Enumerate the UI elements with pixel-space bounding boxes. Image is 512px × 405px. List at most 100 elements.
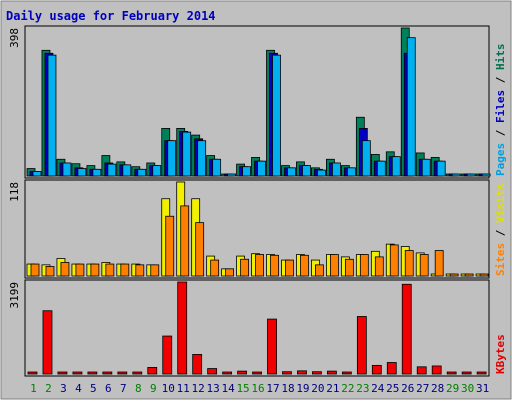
bar-sites-day-20 [315, 264, 324, 277]
bar-sites-day-5 [90, 263, 100, 277]
bar-pages-day-23 [361, 140, 371, 177]
bar-sites-day-31 [479, 273, 489, 277]
y-max-label-hits-files-pages: 398 [8, 28, 21, 48]
x-tick-label-9: 9 [150, 382, 157, 395]
x-tick-label-20: 20 [311, 382, 324, 395]
bar-sites-day-29 [449, 273, 459, 277]
bar-kbytes-day-18 [282, 371, 292, 375]
bar-pages-day-22 [346, 167, 356, 177]
bar-pages-day-28 [436, 160, 446, 177]
x-tick-label-4: 4 [75, 382, 82, 395]
x-tick-label-12: 12 [192, 382, 205, 395]
bar-kbytes-day-20 [312, 371, 322, 375]
bar-sites-day-28 [434, 250, 444, 277]
x-tick-label-15: 15 [236, 382, 249, 395]
bar-pages-day-16 [257, 160, 266, 177]
legend-part-kbytes-0: KBytes [494, 334, 507, 374]
x-tick-label-13: 13 [207, 382, 220, 395]
bar-sites-day-16 [255, 254, 264, 277]
bar-kbytes-day-15 [237, 370, 247, 375]
bar-kbytes-day-23 [356, 316, 367, 375]
x-tick-label-18: 18 [281, 382, 294, 395]
bar-sites-day-27 [419, 254, 429, 277]
bar-kbytes-day-3 [57, 371, 68, 375]
bar-sites-day-11 [180, 205, 190, 277]
bar-kbytes-day-31 [476, 371, 487, 375]
legend-part-hits-files-pages-1: / [494, 123, 507, 143]
bar-kbytes-day-6 [102, 371, 113, 375]
legend-part-visits-sites-2: Visits [494, 183, 507, 223]
bar-sites-day-2 [45, 266, 55, 277]
bar-pages-day-9 [152, 165, 162, 177]
legend-label-hits-files-pages: Pages / Files / Hits [494, 44, 507, 177]
bar-pages-day-13 [212, 158, 222, 177]
bar-sites-day-24 [374, 256, 384, 277]
bar-sites-day-4 [75, 263, 85, 277]
bar-pages-day-15 [242, 166, 251, 177]
x-tick-label-17: 17 [266, 382, 279, 395]
x-tick-label-21: 21 [326, 382, 339, 395]
bar-pages-day-7 [122, 164, 132, 177]
x-tick-label-25: 25 [386, 382, 399, 395]
bar-pages-day-19 [302, 165, 311, 177]
bar-pages-day-1 [32, 171, 42, 177]
legend-part-hits-files-pages-0: Pages [494, 143, 507, 176]
x-tick-label-10: 10 [162, 382, 175, 395]
bar-kbytes-day-28 [431, 365, 442, 375]
bar-pages-day-30 [466, 173, 476, 177]
bar-sites-day-17 [270, 254, 279, 277]
bar-kbytes-day-26 [401, 283, 412, 375]
bar-sites-day-14 [225, 268, 235, 277]
legend-part-hits-files-pages-4: Hits [494, 44, 507, 71]
x-tick-label-22: 22 [341, 382, 354, 395]
x-tick-label-29: 29 [446, 382, 459, 395]
x-axis-tick-labels: 1 2 3 4 5 6 7 8 9 10 11 12 13 14 15 16 17 18 19 20 21 22 23 24 2… [30, 382, 489, 395]
y-max-label-visits-sites: 118 [8, 182, 21, 202]
bar-pages-day-17 [272, 54, 281, 177]
y-max-label-kbytes: 3199 [8, 282, 21, 309]
bar-kbytes-day-11 [177, 281, 188, 375]
bar-kbytes-day-13 [207, 368, 218, 375]
bar-sites-day-23 [359, 254, 369, 277]
bar-pages-day-11 [182, 131, 192, 177]
bar-kbytes-day-9 [147, 366, 158, 375]
bar-sites-day-12 [195, 222, 205, 277]
bar-pages-day-25 [391, 156, 401, 177]
bar-pages-day-31 [481, 173, 491, 177]
bar-sites-day-25 [389, 244, 399, 277]
bar-pages-day-26 [406, 37, 416, 177]
legend-part-hits-files-pages-3: / [494, 70, 507, 90]
panel-kbytes: 3199 KBytes [8, 279, 507, 377]
x-tick-label-7: 7 [120, 382, 127, 395]
bar-sites-day-18 [285, 259, 294, 277]
x-tick-label-23: 23 [356, 382, 369, 395]
bar-sites-day-30 [464, 273, 474, 277]
bar-kbytes-day-30 [461, 371, 472, 375]
x-tick-label-28: 28 [431, 382, 444, 395]
bar-pages-day-8 [137, 168, 147, 177]
bar-pages-day-24 [376, 160, 386, 177]
x-tick-label-6: 6 [105, 382, 112, 395]
bar-sites-day-8 [135, 264, 145, 277]
x-tick-label-26: 26 [401, 382, 414, 395]
x-tick-label-2: 2 [45, 382, 52, 395]
chart-title: Daily usage for February 2014 [6, 9, 216, 23]
bar-sites-day-7 [120, 263, 130, 277]
bar-sites-day-21 [329, 254, 339, 277]
bar-kbytes-day-24 [371, 364, 382, 375]
bar-kbytes-day-2 [42, 310, 53, 375]
x-tick-label-3: 3 [60, 382, 67, 395]
bar-kbytes-day-29 [446, 371, 457, 375]
x-tick-label-19: 19 [296, 382, 309, 395]
bar-pages-day-18 [287, 167, 296, 177]
x-tick-label-16: 16 [251, 382, 264, 395]
x-tick-label-5: 5 [90, 382, 97, 395]
bar-kbytes-day-16 [252, 371, 262, 375]
bar-pages-day-4 [77, 168, 87, 177]
bar-pages-day-27 [421, 158, 431, 177]
x-tick-label-11: 11 [177, 382, 190, 395]
x-tick-label-8: 8 [135, 382, 142, 395]
bar-pages-day-21 [331, 162, 341, 177]
bar-kbytes-day-27 [416, 366, 427, 375]
